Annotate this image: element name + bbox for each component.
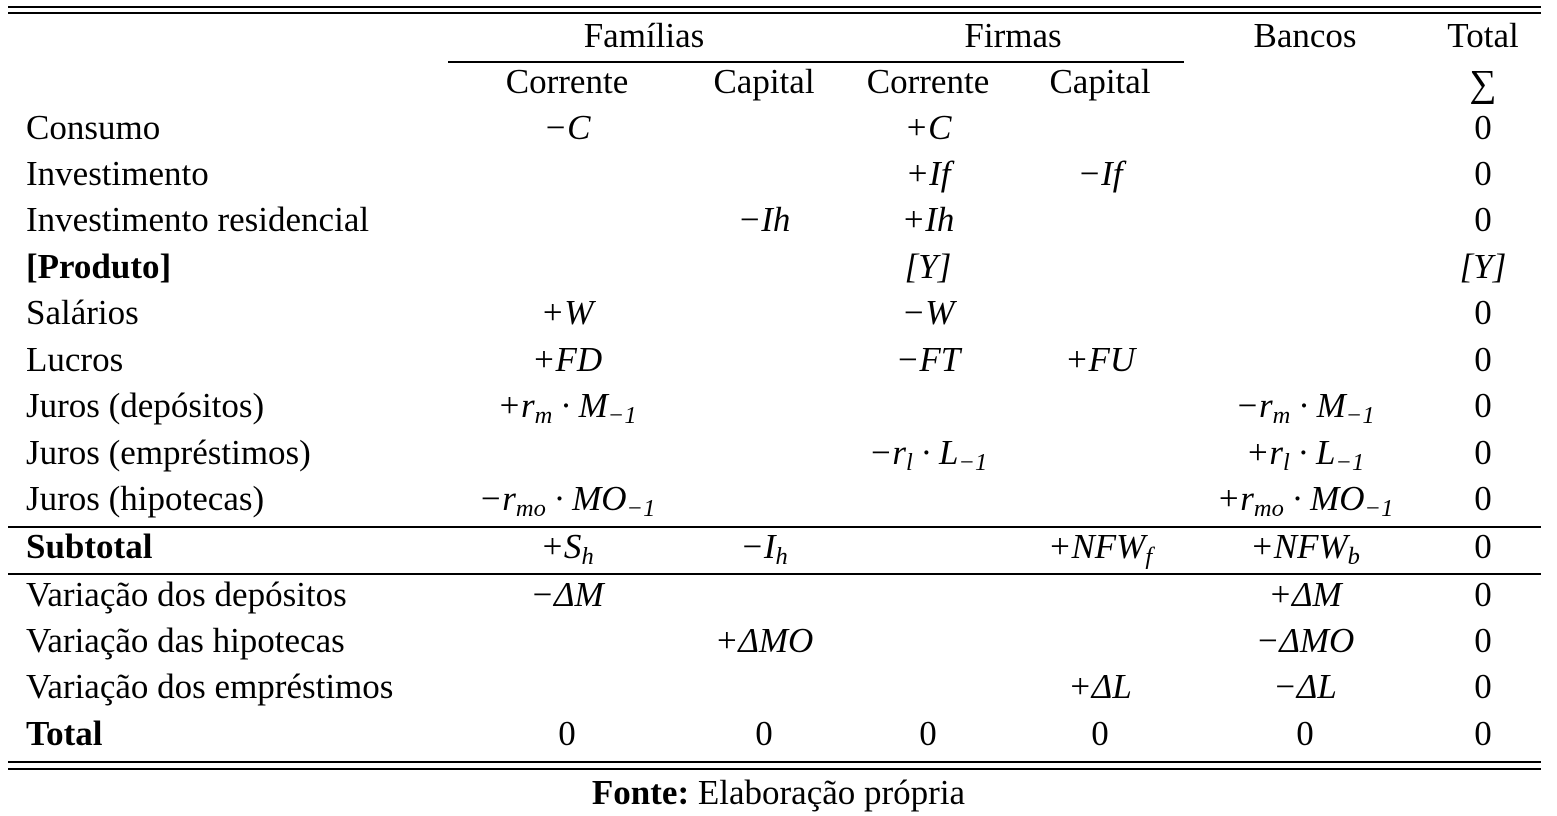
row-label: Juros (hipotecas) (26, 479, 265, 518)
row-label: Total (26, 714, 103, 753)
table-cell-t: [Y] (1459, 247, 1507, 286)
bottom-rule-2 (8, 768, 1541, 770)
table-cell-firk: +ΔL (1068, 667, 1132, 706)
table-cell-t: 0 (1474, 575, 1492, 614)
row-label: Lucros (26, 340, 124, 379)
top-rule-2 (8, 12, 1541, 14)
subheader-firmas-corrente: Corrente (866, 62, 990, 101)
table-cell-fk: +ΔMO (714, 621, 814, 660)
row-label: Investimento residencial (26, 200, 370, 239)
table-cell-firc: +C (904, 108, 952, 147)
table-cell-firc: −FT (895, 340, 961, 379)
table-cell-firc: 0 (919, 714, 937, 753)
table-cell-firc: [Y] (904, 247, 952, 286)
top-rule-1 (8, 6, 1541, 8)
table-cell-firk: +NFWf (1047, 527, 1153, 571)
bottom-rule-1 (8, 761, 1541, 763)
row-label: Variação das hipotecas (26, 621, 345, 660)
sum-symbol: ∑ (1469, 63, 1497, 105)
table-cell-t: 0 (1474, 154, 1492, 193)
table-cell-fc: +Sh (540, 527, 594, 571)
table-cell-fk: −Ih (737, 200, 791, 239)
row-label: Juros (empréstimos) (26, 433, 311, 472)
table-cell-b: −ΔMO (1255, 621, 1355, 660)
row-label: Subtotal (26, 527, 153, 566)
table-cell-fc: −rmo · MO−1 (478, 479, 656, 523)
table-cell-b: +rmo · MO−1 (1216, 479, 1394, 523)
table-cell-fk: 0 (755, 714, 773, 753)
table-cell-firk: 0 (1091, 714, 1109, 753)
table-cell-firc: −rl · L−1 (868, 433, 988, 477)
table-cell-fc: 0 (558, 714, 576, 753)
row-label: Variação dos empréstimos (26, 667, 394, 706)
header-midrule (448, 61, 1184, 63)
header-firmas: Firmas (964, 16, 1062, 55)
header-total: Total (1447, 16, 1519, 55)
caption-text: Elaboração própria (689, 773, 966, 812)
header-familias: Famílias (583, 16, 705, 55)
table-cell-t: 0 (1474, 386, 1492, 425)
table-cell-t: 0 (1474, 479, 1492, 518)
table-cell-t: 0 (1474, 340, 1492, 379)
table-cell-fc: +W (540, 293, 594, 332)
table-cell-b: +rl · L−1 (1245, 433, 1365, 477)
table-cell-firk: −If (1077, 154, 1123, 193)
header-bancos: Bancos (1253, 16, 1357, 55)
row-label: Investimento (26, 154, 209, 193)
table-cell-fc: +rm · M−1 (497, 386, 637, 430)
row-label: Consumo (26, 108, 161, 147)
table-cell-t: 0 (1474, 527, 1492, 566)
table-cell-t: 0 (1474, 714, 1492, 753)
row-label: Salários (26, 293, 139, 332)
subheader-familias-capital: Capital (713, 62, 815, 101)
row-label: Variação dos depósitos (26, 575, 347, 614)
table-cell-t: 0 (1474, 667, 1492, 706)
table-cell-firc: +If (905, 154, 951, 193)
subtotal-top-rule (8, 526, 1541, 528)
table-cell-fc: +FD (531, 340, 603, 379)
row-label: Juros (depósitos) (26, 386, 265, 425)
table-cell-firk: +FU (1064, 340, 1136, 379)
row-label: [Produto] (26, 247, 172, 286)
table-cell-firc: −W (901, 293, 955, 332)
table-cell-b: 0 (1296, 714, 1314, 753)
table-cell-b: −ΔL (1273, 667, 1337, 706)
table-cell-b: −rm · M−1 (1235, 386, 1375, 430)
subheader-familias-corrente: Corrente (505, 62, 629, 101)
table-cell-b: +ΔM (1268, 575, 1342, 614)
table-cell-fk: −Ih (740, 527, 788, 571)
table-caption: Fonte: Elaboração própria (0, 772, 1557, 814)
table-cell-b: +NFWb (1250, 527, 1360, 571)
table-cell-fc: −C (543, 108, 591, 147)
subheader-firmas-capital: Capital (1049, 62, 1151, 101)
table-cell-t: 0 (1474, 293, 1492, 332)
table-cell-t: 0 (1474, 200, 1492, 239)
table-cell-t: 0 (1474, 621, 1492, 660)
subtotal-bottom-rule (8, 573, 1541, 575)
table-cell-firc: +Ih (901, 200, 955, 239)
caption-bold: Fonte: (591, 773, 690, 812)
table-cell-fc: −ΔM (530, 575, 604, 614)
table-cell-t: 0 (1474, 433, 1492, 472)
table-cell-t: 0 (1474, 108, 1492, 147)
